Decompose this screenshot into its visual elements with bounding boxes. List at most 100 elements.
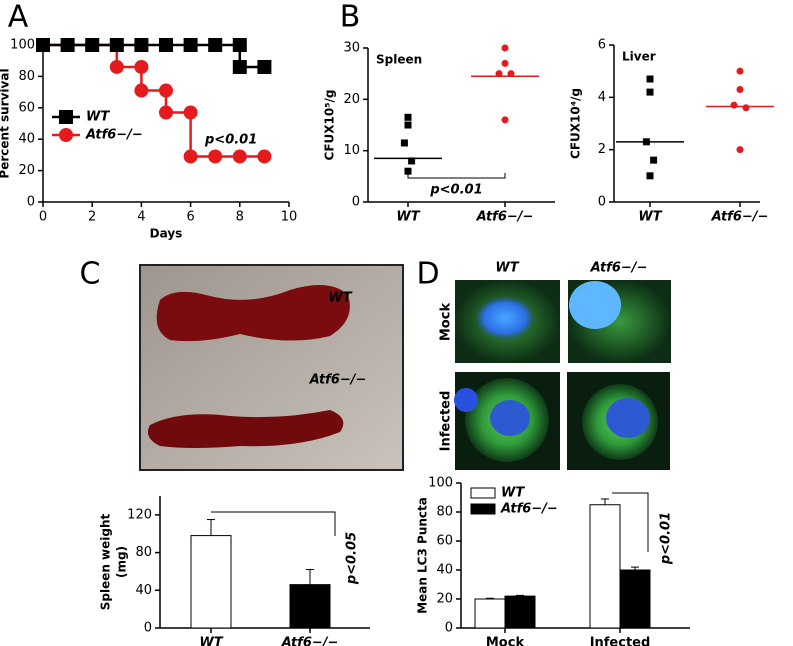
marker [183, 105, 198, 120]
marker [232, 38, 247, 52]
annotation: p<0.01 [659, 512, 674, 565]
x-tick-label: 2 [88, 210, 96, 225]
x-tick-label: 8 [236, 210, 244, 225]
y-tick-label: 100 [10, 38, 35, 53]
x-tick-label: Infected [590, 636, 651, 646]
marker [232, 59, 247, 74]
x-tick-label: Mock [486, 636, 525, 646]
marker [59, 128, 73, 142]
y-axis-label: (mg) [115, 546, 129, 578]
y-tick-label: 80 [18, 69, 35, 84]
panel-letter: D [416, 257, 439, 292]
marker [159, 38, 173, 52]
y-tick-label: 0 [144, 621, 152, 636]
bar [504, 595, 536, 629]
y-tick-label: 6 [598, 38, 606, 53]
marker [208, 38, 223, 52]
x-tick-label: 6 [186, 210, 194, 225]
annotation: p<0.01 [204, 133, 257, 148]
marker [59, 110, 73, 124]
marker [159, 105, 173, 120]
x-tick-label: Atf6−/− [281, 636, 339, 646]
marker [134, 38, 149, 52]
y-tick-label: 30 [343, 41, 360, 56]
y-tick-label: 0 [598, 195, 606, 210]
marker [257, 59, 272, 74]
data-point [646, 88, 654, 96]
y-tick-label: 0 [445, 621, 453, 636]
y-tick-label: 20 [343, 92, 360, 107]
marker [109, 59, 124, 74]
panel-letter: A [8, 0, 29, 35]
column-label: Atf6−/− [590, 261, 648, 276]
y-tick-label: 20 [18, 163, 35, 178]
row-label: Mock [439, 303, 454, 342]
marker [232, 149, 247, 164]
data-point [736, 67, 744, 75]
microscopy-grid: WT Atf6−/− Mock Infected [439, 261, 671, 470]
marker [257, 149, 272, 164]
x-axis-label: Days [150, 227, 183, 241]
y-tick-label: 120 [127, 507, 152, 522]
marker [85, 38, 100, 52]
data-point [404, 121, 412, 129]
marker [134, 83, 149, 98]
data-point [501, 116, 509, 124]
y-tick-label: 40 [18, 132, 35, 147]
x-tick-label: 10 [281, 210, 298, 225]
x-tick-label: WT [199, 636, 223, 646]
y-axis-label: CFUX10⁵/g [323, 90, 337, 161]
y-axis-label: Spleen weight [99, 513, 113, 610]
data-point [400, 139, 408, 147]
data-point [404, 167, 412, 175]
x-tick-label: 0 [39, 210, 47, 225]
legend-label: Atf6−/− [85, 128, 143, 143]
data-point [742, 104, 750, 112]
column-label: WT [495, 261, 519, 276]
y-tick-label: 100 [428, 476, 453, 491]
panel-letter: C [80, 257, 101, 292]
y-tick-label: 2 [598, 142, 606, 157]
photo-label: WT [328, 291, 352, 306]
photo-label: Atf6−/− [309, 373, 367, 388]
y-tick-label: 10 [343, 143, 360, 158]
annotation: p<0.01 [429, 183, 482, 198]
x-tick-label: WT [396, 210, 420, 225]
bar [619, 569, 651, 629]
bracket [211, 511, 336, 536]
y-tick-label: 80 [135, 545, 152, 560]
y-tick-label: 0 [352, 195, 360, 210]
bracket [407, 173, 506, 179]
data-point [736, 146, 744, 154]
bar [289, 584, 331, 629]
y-tick-label: 4 [598, 90, 606, 105]
y-axis-label: Mean LC3 Puncta [416, 497, 430, 614]
y-tick-label: 40 [135, 583, 152, 598]
y-tick-label: 60 [436, 534, 453, 549]
data-point [646, 75, 654, 83]
x-tick-label: Atf6−/− [711, 210, 769, 225]
data-point [646, 172, 654, 180]
data-point [501, 44, 509, 52]
marker [109, 38, 124, 52]
data-point [650, 156, 658, 164]
y-tick-label: 80 [436, 505, 453, 520]
bar [190, 535, 232, 629]
data-point [507, 70, 515, 78]
x-tick-label: Atf6−/− [476, 210, 534, 225]
y-axis-label: CFUX10⁴/g [569, 88, 583, 159]
y-tick-label: 60 [18, 100, 35, 115]
data-point [736, 85, 744, 93]
row-label: Infected [439, 391, 454, 452]
data-point [501, 59, 509, 67]
marker [60, 38, 75, 52]
bracket [612, 492, 649, 552]
bar [589, 504, 621, 629]
x-tick-label: 4 [137, 210, 145, 225]
legend-swatch [470, 487, 496, 499]
legend-label: Atf6−/− [500, 502, 558, 517]
survival-line [43, 43, 265, 69]
legend-swatch [470, 503, 496, 515]
annotation: p<0.05 [345, 532, 360, 585]
